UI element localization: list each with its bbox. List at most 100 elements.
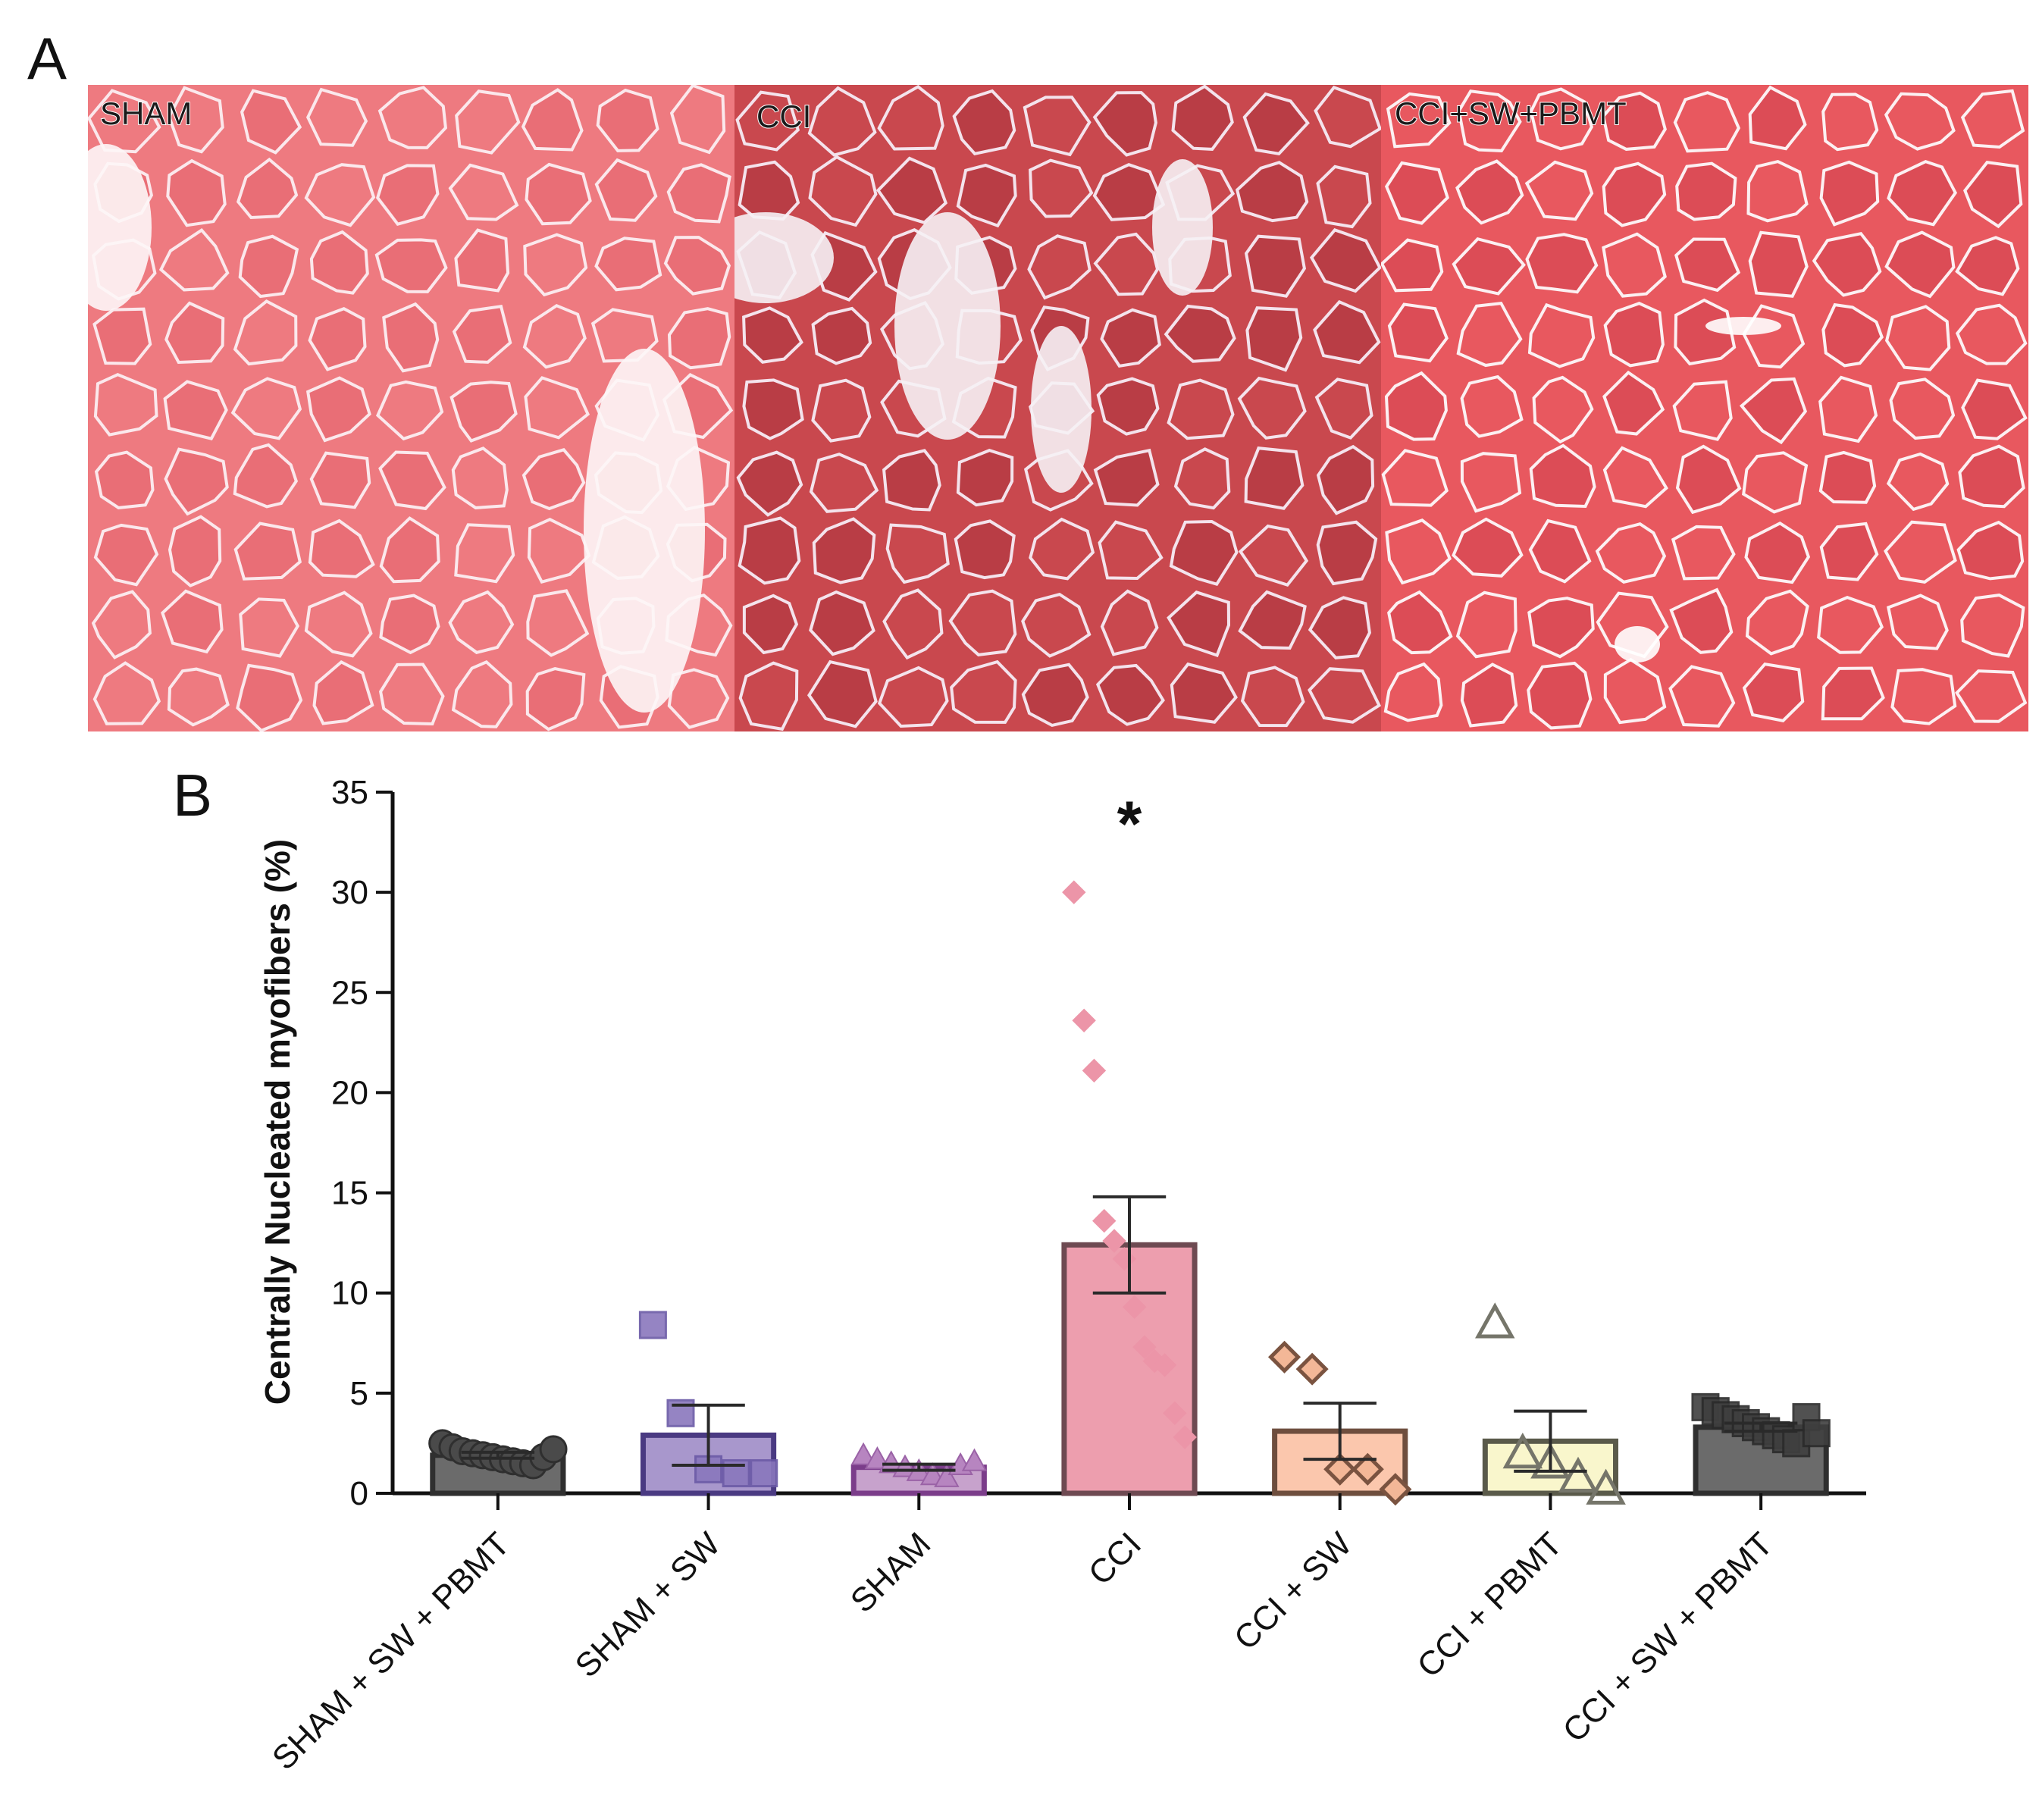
data-point	[638, 1311, 667, 1339]
myofiber-cell	[1819, 160, 1880, 227]
myofiber-cell	[523, 233, 588, 297]
myofiber-cell	[1386, 92, 1452, 149]
myofiber-cell	[1167, 590, 1231, 658]
myofiber-cell	[92, 661, 161, 725]
myofiber-cell	[952, 89, 1016, 155]
myofiber-cell	[956, 448, 1014, 507]
data-point	[1802, 1419, 1831, 1448]
myofiber-cell	[238, 234, 299, 299]
micrograph-strip: SHAM CCI CCI+SW+PBMT	[88, 85, 2028, 731]
myofiber-cell	[1958, 444, 2025, 509]
tissue-gap	[584, 349, 705, 713]
myofiber-cell	[882, 588, 944, 660]
myofiber-cell	[1602, 370, 1665, 436]
myofiber-cell	[1955, 303, 2028, 365]
myofiber-cell	[1027, 234, 1092, 300]
myofiber-cell	[1671, 525, 1736, 581]
significance-marker: *	[1117, 788, 1142, 859]
myofiber-cell	[233, 443, 299, 509]
myofiber-cell	[1603, 302, 1665, 368]
x-category-label: CCI + SW + PBMT	[1556, 1525, 1781, 1750]
myofiber-cell	[811, 306, 872, 365]
myofiber-cell	[379, 516, 440, 584]
myofiber-cell	[166, 158, 227, 227]
myofiber-cell	[230, 377, 302, 440]
myofiber-cell	[954, 519, 1016, 580]
myofiber-cell	[1244, 234, 1307, 298]
myofiber-cell	[1164, 304, 1236, 363]
myofiber-cell	[1524, 160, 1594, 221]
myofiber-cell	[1818, 375, 1878, 443]
myofiber-cell	[1238, 590, 1307, 650]
myofiber-cell	[735, 90, 800, 152]
data-point	[1558, 1456, 1599, 1493]
myofiber-cell	[1674, 237, 1741, 293]
myofiber-cell	[1529, 87, 1593, 151]
data-point	[1062, 880, 1086, 904]
myofiber-cell	[663, 236, 731, 296]
data-point	[1163, 1401, 1187, 1425]
myofiber-cell	[158, 227, 230, 292]
myofiber-cell	[309, 230, 369, 295]
data-point	[1122, 1295, 1147, 1319]
myofiber-cell	[1673, 91, 1741, 153]
myofiber-cell	[1529, 443, 1596, 509]
myofiber-cell	[454, 228, 510, 293]
myofiber-cell	[1821, 302, 1884, 368]
myofiber-cell	[1527, 302, 1596, 368]
myofiber-cell	[522, 303, 587, 369]
myofiber-cell	[1674, 298, 1737, 366]
myofiber-cell	[1093, 448, 1160, 507]
myofiber-cell	[669, 85, 726, 155]
micrograph-cci	[734, 85, 1381, 731]
myofiber-cell	[738, 661, 799, 731]
myofiber-cell	[1316, 164, 1372, 229]
myofiber-cell	[1884, 520, 1957, 584]
myofiber-cell	[526, 589, 590, 657]
panel-a-letter: A	[27, 25, 67, 92]
myofiber-cell	[1669, 587, 1734, 654]
myofiber-cell	[233, 522, 302, 581]
myofiber-cell	[1381, 238, 1444, 293]
myofiber-cell	[808, 155, 878, 227]
myofiber-cell	[594, 158, 658, 222]
data-point	[1173, 1425, 1197, 1449]
myofiber-cell	[1525, 233, 1599, 294]
myofiber-cell	[304, 590, 373, 658]
myofiber-cell	[1244, 446, 1305, 510]
myofiber-cell	[738, 516, 801, 585]
myofiber-cell	[93, 373, 158, 437]
myofiber-cell	[1602, 446, 1668, 509]
data-point	[750, 1459, 778, 1488]
myofiber-cell	[164, 301, 225, 365]
myofiber-cell	[1595, 522, 1667, 584]
myofiber-cell	[1960, 89, 2025, 149]
myofiber-cell	[88, 89, 161, 154]
myofiber-cell	[1527, 597, 1595, 659]
myofiber-cell	[1170, 662, 1238, 724]
myofiber-cell	[1095, 663, 1165, 726]
myofiber-cell	[305, 376, 371, 443]
myofiber-cell	[596, 88, 659, 152]
myofiber-cell	[956, 163, 1017, 228]
panel-b-letter: B	[173, 762, 212, 829]
myofiber-cell	[877, 85, 944, 151]
myofiber-cell	[455, 89, 521, 155]
myofiber-cell	[1821, 666, 1885, 721]
data-point	[934, 1464, 960, 1487]
myofiber-cell	[93, 523, 159, 587]
myofiber-cell	[448, 590, 515, 654]
myofiber-cell	[239, 597, 300, 658]
myofiber-cell	[1092, 163, 1166, 221]
myofiber-cell	[164, 447, 229, 516]
myofiber-cell	[309, 451, 371, 509]
myofiber-cell	[1602, 91, 1667, 151]
myofiber-cell	[1886, 594, 1949, 650]
myofiber-cell	[448, 163, 519, 221]
myofiber-cell	[1308, 596, 1371, 659]
myofiber-cell	[236, 157, 299, 220]
myofiber-cell	[1532, 375, 1594, 444]
x-category-label: SHAM	[844, 1525, 938, 1620]
myofiber-cell	[1092, 91, 1157, 157]
